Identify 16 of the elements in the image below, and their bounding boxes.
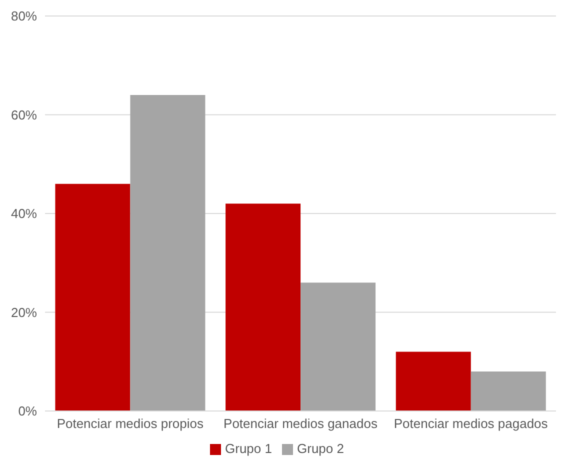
bar	[55, 184, 130, 411]
legend-label: Grupo 1	[225, 441, 272, 456]
y-tick-label: 40%	[10, 206, 38, 222]
x-tick-label: Potenciar medios ganados	[224, 416, 378, 432]
y-tick-label: 60%	[10, 107, 38, 122]
x-tick-label: Potenciar medios propios	[56, 416, 204, 432]
y-tick-label: 0%	[18, 404, 38, 419]
y-tick-label: 20%	[10, 304, 38, 320]
bar	[396, 352, 471, 411]
bar	[130, 95, 206, 411]
bar	[226, 204, 301, 411]
y-tick-label: 80%	[10, 8, 38, 24]
bar	[470, 372, 546, 411]
legend-label: Grupo 2	[297, 441, 344, 456]
x-tick-label: Potenciar medios pagados	[394, 416, 548, 432]
bar	[300, 282, 376, 411]
